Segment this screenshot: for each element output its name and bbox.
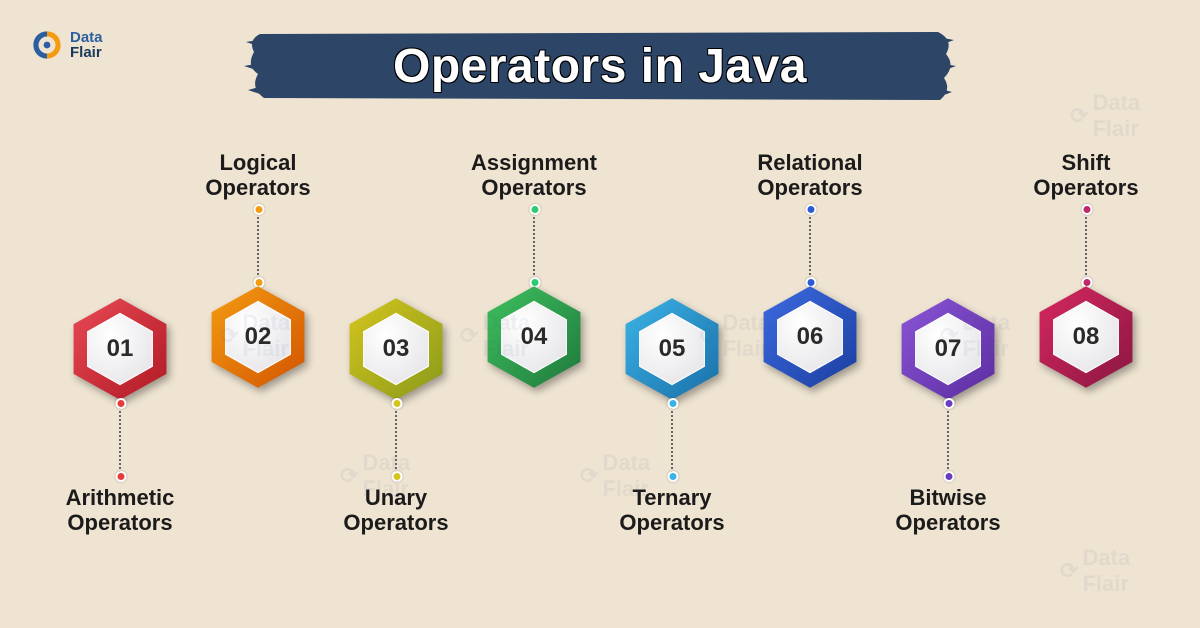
connector-dot: [944, 398, 955, 409]
connector-line: [947, 403, 949, 477]
connector-line: [257, 209, 259, 283]
brand-logo: Data Flair: [30, 28, 103, 62]
connector-dot: [254, 204, 265, 215]
hexagon: 08: [1032, 283, 1140, 391]
logo-text-line2: Flair: [70, 45, 103, 60]
connector-dot: [392, 471, 403, 482]
connector-dot: [944, 471, 955, 482]
operator-label: Logical Operators: [205, 150, 310, 201]
hexagon-number: 08: [1032, 283, 1140, 391]
operator-label: Relational Operators: [757, 150, 862, 201]
title-banner: Operators in Java: [240, 22, 960, 110]
hexagon-number: 07: [894, 295, 1002, 403]
connector-line: [395, 403, 397, 477]
hexagon-number: 01: [66, 295, 174, 403]
hexagon-number: 02: [204, 283, 312, 391]
hexagon-number: 03: [342, 295, 450, 403]
operator-item: 03 Unary Operators: [326, 295, 466, 536]
operator-item: Relational Operators 06: [740, 150, 880, 391]
hexagon: 01: [66, 295, 174, 403]
hexagon: 05: [618, 295, 726, 403]
logo-icon: [30, 28, 64, 62]
hexagon: 07: [894, 295, 1002, 403]
hexagon-number: 05: [618, 295, 726, 403]
connector-line: [671, 403, 673, 477]
connector-dot: [530, 204, 541, 215]
hexagon: 02: [204, 283, 312, 391]
connector-dot: [806, 204, 817, 215]
logo-text-line1: Data: [70, 30, 103, 45]
hexagon: 04: [480, 283, 588, 391]
logo-text: Data Flair: [70, 30, 103, 60]
hexagon: 03: [342, 295, 450, 403]
operator-label: Bitwise Operators: [895, 485, 1000, 536]
operator-item: Assignment Operators 04: [464, 150, 604, 391]
connector-line: [533, 209, 535, 283]
connector-dot: [392, 398, 403, 409]
operator-item: Shift Operators 08: [1016, 150, 1156, 391]
operator-label: Unary Operators: [343, 485, 448, 536]
connector-dot: [1082, 204, 1093, 215]
connector-line: [119, 403, 121, 477]
operator-item: 05 Ternary Operators: [602, 295, 742, 536]
hexagon-number: 04: [480, 283, 588, 391]
operator-label: Assignment Operators: [471, 150, 597, 201]
hexagon-number: 06: [756, 283, 864, 391]
hexagon: 06: [756, 283, 864, 391]
infographic-stage: 01 Arithmetic Operators Logical Operators …: [0, 150, 1200, 590]
operator-label: Ternary Operators: [619, 485, 724, 536]
operator-item: Logical Operators 02: [188, 150, 328, 391]
connector-line: [809, 209, 811, 283]
connector-dot: [668, 398, 679, 409]
operator-item: 07 Bitwise Operators: [878, 295, 1018, 536]
watermark: ⟳DataFlair: [1070, 90, 1140, 142]
operator-item: 01 Arithmetic Operators: [50, 295, 190, 536]
operator-label: Shift Operators: [1033, 150, 1138, 201]
connector-line: [1085, 209, 1087, 283]
connector-dot: [116, 471, 127, 482]
page-title: Operators in Java: [240, 22, 960, 110]
connector-dot: [668, 471, 679, 482]
operator-label: Arithmetic Operators: [66, 485, 175, 536]
connector-dot: [116, 398, 127, 409]
